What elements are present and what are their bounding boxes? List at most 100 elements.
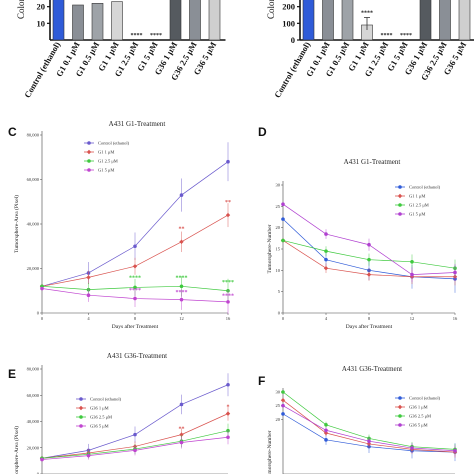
data-point [87, 159, 91, 163]
data-point [398, 414, 402, 418]
legend-label: G36 1 μM [409, 405, 428, 410]
y-tick-label: 0 [37, 311, 40, 316]
data-point [324, 232, 328, 236]
bar [208, 0, 221, 41]
legend-label: G36 2.5 μM [409, 414, 431, 419]
data-point [410, 272, 414, 277]
data-point [410, 446, 414, 450]
x-tick-label: 8 [368, 316, 371, 321]
bar [111, 1, 123, 41]
legend-label: Control (ethanol) [98, 141, 130, 146]
y-axis-label: Colon [266, 0, 276, 19]
y-tick-label: 0 [37, 472, 40, 474]
data-point [397, 404, 403, 410]
panel-c-line-chart: C A431 G1-Treatment 0 20,000 40,000 60,000 80,… [8, 120, 234, 330]
data-point [323, 266, 329, 271]
data-point [281, 412, 285, 416]
legend-label: G36 2.5 μM [90, 415, 112, 420]
significance-label: **** [222, 293, 234, 299]
x-tick-label: 0 [282, 316, 285, 321]
panel-letter: E [8, 367, 16, 381]
data-point [226, 159, 230, 164]
x-tick-label: 12 [410, 316, 415, 321]
significance-label: **** [129, 276, 141, 282]
legend-label: G36 5 μM [90, 424, 109, 429]
data-point [410, 260, 414, 264]
x-tick-label: 12 [179, 316, 184, 321]
legend-label: G1 2.5 μM [98, 159, 118, 164]
y-tick-label: 25 [276, 403, 281, 408]
y-tick-label: 10 [276, 268, 281, 273]
data-point [79, 415, 83, 419]
significance-label: **** [222, 280, 234, 286]
significance-label: ** [179, 227, 185, 233]
y-tick-label: 60,000 [27, 393, 40, 399]
data-point [397, 193, 403, 199]
y-tick-label: 20 [276, 417, 281, 422]
data-point [398, 396, 402, 400]
bar [322, 0, 334, 41]
x-axis-label: Days after Treatment [112, 323, 159, 330]
data-point [226, 300, 230, 304]
x-tick-label: 8 [134, 316, 137, 321]
chart-title: A431 G1-Treatment [344, 158, 401, 166]
data-point [133, 244, 137, 249]
significance-label: * [227, 404, 230, 410]
data-point [133, 432, 137, 437]
y-tick-label: 0 [278, 311, 281, 316]
y-tick-label: 20,000 [27, 445, 40, 451]
significance-label: **** [400, 33, 412, 39]
y-tick-label: 10 [37, 18, 46, 28]
y-axis-label: Tumorsphere-Area (Pixel) [13, 195, 20, 253]
data-point [367, 257, 371, 262]
x-tick-label: 4 [87, 316, 90, 321]
bar [419, 0, 432, 41]
data-point [40, 286, 44, 291]
chart-title: A431 G36-Treatment [342, 365, 402, 373]
data-point [226, 435, 230, 440]
x-axis-label: Days after Treatment [346, 323, 393, 330]
data-point [179, 193, 184, 197]
data-point [324, 428, 328, 433]
legend-label: Control (ethanol) [90, 397, 122, 402]
data-point [78, 405, 84, 411]
significance-label: **** [150, 33, 162, 39]
data-point [398, 423, 402, 427]
data-point [453, 270, 457, 275]
y-tick-label: 15 [276, 247, 281, 252]
y-axis-label: Tumorsphere-Area (Pixel) [13, 426, 20, 474]
data-point [179, 297, 184, 302]
legend-label: Control (ethanol) [409, 185, 441, 190]
data-point [179, 440, 184, 445]
panel-f-line-chart: F A431 G36-Treatment 20 25 30 Tumorsphere-Num… [258, 365, 458, 474]
y-tick-label: 25 [276, 204, 281, 209]
data-point [324, 257, 328, 262]
significance-label: ** [225, 200, 231, 206]
data-point [281, 202, 285, 206]
data-point [86, 275, 91, 280]
data-point [40, 457, 44, 462]
data-point [226, 382, 230, 387]
data-point [133, 285, 137, 290]
data-point [324, 423, 328, 427]
y-tick-label: 80,000 [27, 367, 40, 373]
data-point [79, 397, 83, 401]
data-point [225, 212, 231, 218]
data-point [87, 168, 91, 172]
significance-label: **** [131, 33, 143, 39]
y-tick-label: 30 [276, 390, 281, 395]
legend-label: G36 1 μM [90, 406, 109, 411]
bar [91, 3, 104, 41]
y-tick-label: 20 [37, 2, 46, 12]
y-tick-label: 20,000 [27, 266, 40, 272]
legend-label: G1 5 μM [98, 168, 114, 173]
x-tick-label: 16 [453, 316, 458, 321]
y-tick-label: 100 [282, 18, 295, 28]
legend-label: G36 5 μM [409, 423, 428, 428]
significance-label: **** [361, 11, 373, 17]
data-point [281, 238, 285, 243]
y-axis-label: Tumorsphere-Number [267, 430, 273, 474]
